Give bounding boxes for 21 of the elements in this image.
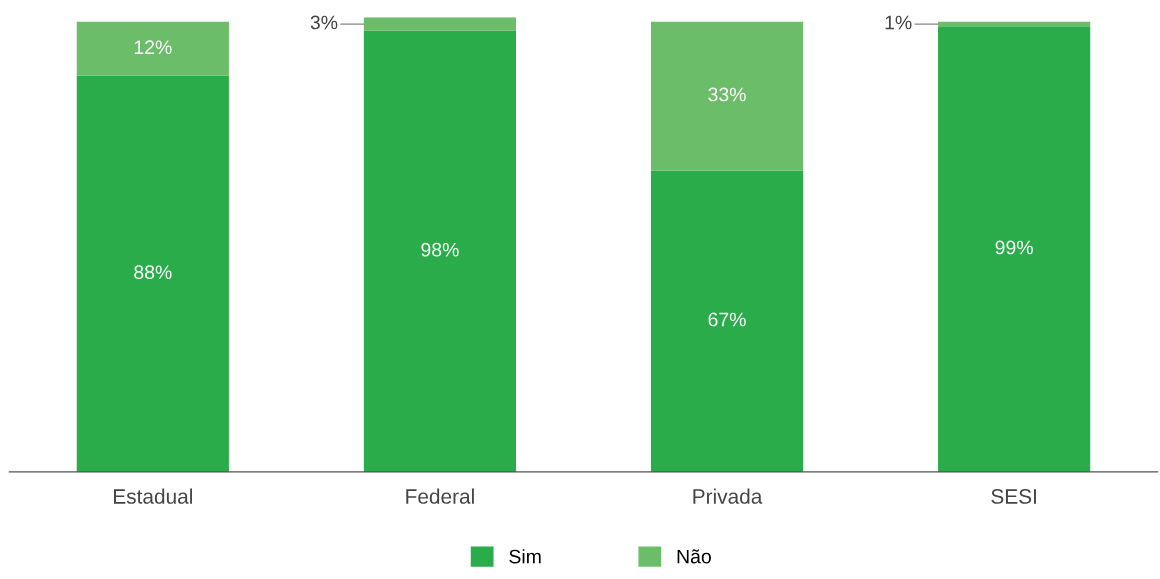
x-tick-label: Estadual: [114, 488, 192, 504]
bar: [363, 17, 517, 31]
bar: [363, 30, 517, 472]
legend-label: Sim: [509, 549, 541, 564]
x-tick-label: Privada: [693, 488, 763, 504]
data-label: 1%: [885, 15, 912, 30]
x-tick-label: Federal: [406, 488, 474, 504]
data-label: 12%: [134, 40, 172, 55]
bar: [76, 21, 229, 76]
data-label: 88%: [134, 265, 172, 280]
data-label: 99%: [995, 240, 1033, 255]
data-label: 33%: [708, 87, 746, 102]
legend-label: Não: [677, 549, 711, 564]
bar: [938, 26, 1091, 472]
data-label: 98%: [421, 242, 459, 257]
data-label: 3%: [310, 15, 338, 30]
x-tick-label: SESI: [991, 489, 1036, 504]
bar: [76, 75, 229, 472]
data-label: 67%: [708, 312, 746, 327]
bar: [650, 170, 804, 472]
bar: [650, 21, 804, 171]
